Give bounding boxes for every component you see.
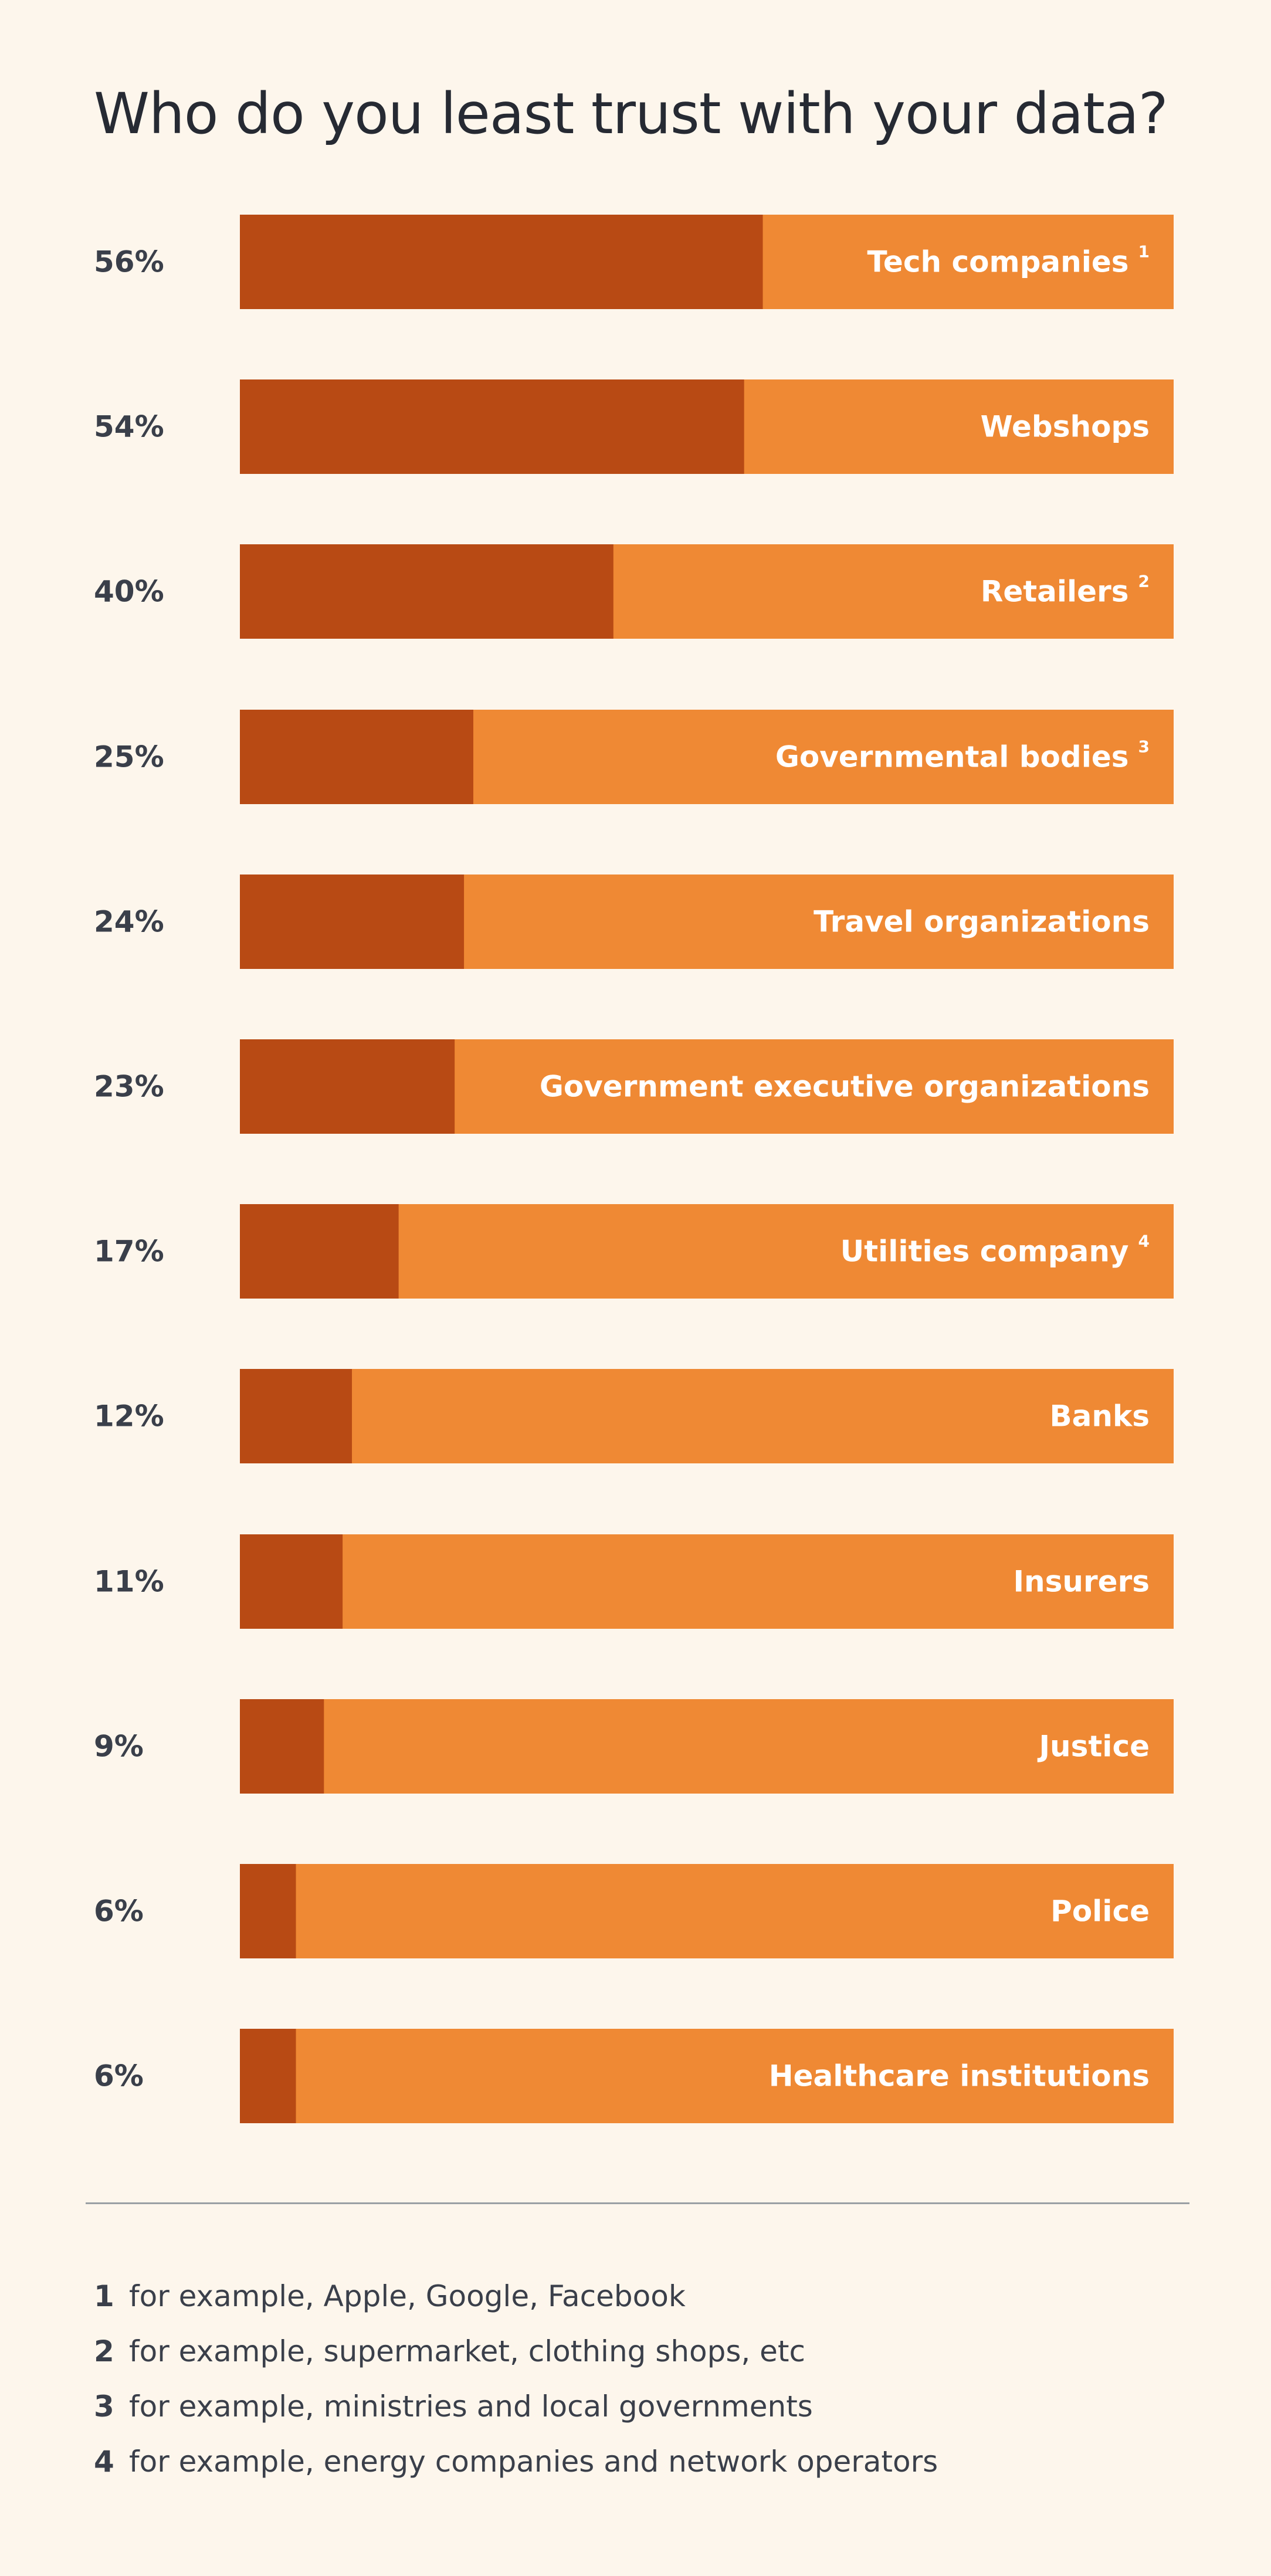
footnote-ref: 4 [1138, 1231, 1150, 1250]
category-label: Tech companies 1 [867, 242, 1150, 279]
bar-row: 56% Tech companies 1 [94, 215, 1174, 309]
footnote-item: 2 for example, supermarket, clothing sho… [94, 2324, 938, 2379]
bar-row: 11% Insurers [94, 1534, 1174, 1629]
bar-value [240, 1699, 324, 1794]
category-label: Retailers 2 [981, 571, 1150, 609]
value-label: 9% [94, 1730, 144, 1764]
category-name: Police [1050, 1894, 1150, 1928]
bar-value [240, 1534, 343, 1629]
value-label: 23% [94, 1070, 164, 1104]
category-label: Justice [1037, 1730, 1150, 1764]
category-label: Governmental bodies 3 [775, 737, 1150, 774]
bar-row: 17% Utilities company 4 [94, 1204, 1174, 1299]
footnote-text: for example, supermarket, clothing shops… [129, 2334, 806, 2368]
bar-value [240, 1864, 296, 1958]
bar-row: 54% Webshops [94, 379, 1174, 474]
footnote-ref: 2 [1138, 571, 1150, 591]
category-label: Utilities company 4 [840, 1231, 1150, 1269]
category-name: Governmental bodies [775, 740, 1129, 774]
footnote-number: 4 [94, 2445, 114, 2479]
value-label: 24% [94, 905, 164, 939]
footnote-item: 1 for example, Apple, Google, Facebook [94, 2269, 938, 2324]
footnote-divider [86, 2202, 1189, 2204]
bar-remainder [240, 1699, 1174, 1794]
bar-value [240, 1369, 353, 1463]
bar-row: 6% Police [94, 1864, 1174, 1958]
bar-remainder [240, 1864, 1174, 1958]
bar-chart: 56% Tech companies 1 54% Webshops 40% Retailer… [94, 215, 1174, 2123]
bar-value [240, 379, 744, 474]
chart-title: Who do you least trust with your data? [94, 81, 1168, 147]
value-label: 40% [94, 575, 164, 609]
footnote-text: for example, energy companies and networ… [129, 2445, 938, 2479]
footnote-ref: 3 [1138, 737, 1150, 756]
category-label: Travel organizations [814, 905, 1150, 939]
bar-value [240, 1039, 455, 1134]
category-name: Webshops [981, 410, 1150, 444]
footnote-text: for example, ministries and local govern… [129, 2389, 813, 2424]
bar-value [240, 544, 614, 639]
bar-row: 6% Healthcare institutions [94, 2029, 1174, 2123]
bar-row: 12% Banks [94, 1369, 1174, 1463]
value-label: 25% [94, 740, 164, 774]
bar-value [240, 2029, 296, 2123]
footnote-ref: 1 [1138, 242, 1150, 261]
value-label: 6% [94, 2059, 144, 2093]
footnote-number: 3 [94, 2389, 114, 2424]
value-label: 17% [94, 1235, 164, 1269]
category-name: Tech companies [867, 245, 1128, 279]
category-name: Retailers [981, 575, 1129, 609]
value-label: 54% [94, 410, 164, 444]
bar-value [240, 1204, 399, 1299]
bar-row: 9% Justice [94, 1699, 1174, 1794]
footnote-item: 3 for example, ministries and local gove… [94, 2379, 938, 2434]
category-name: Government executive organizations [540, 1070, 1150, 1104]
bar-remainder [240, 1369, 1174, 1463]
footnote-number: 1 [94, 2279, 114, 2313]
category-label: Webshops [981, 410, 1150, 444]
category-name: Justice [1037, 1730, 1150, 1764]
category-label: Banks [1050, 1399, 1150, 1433]
bar-value [240, 710, 473, 804]
category-name: Healthcare institutions [769, 2059, 1150, 2093]
footnote-number: 2 [94, 2334, 114, 2368]
bar-row: 23% Government executive organizations [94, 1039, 1174, 1134]
bar-value [240, 215, 763, 309]
value-label: 6% [94, 1894, 144, 1928]
category-name: Insurers [1013, 1565, 1150, 1599]
category-name: Banks [1050, 1399, 1150, 1433]
bar-row: 24% Travel organizations [94, 875, 1174, 969]
category-label: Insurers [1013, 1565, 1150, 1599]
category-name: Travel organizations [814, 905, 1150, 939]
category-label: Government executive organizations [540, 1070, 1150, 1104]
bar-row: 25% Governmental bodies 3 [94, 710, 1174, 804]
category-name: Utilities company [840, 1235, 1129, 1269]
footnote-text: for example, Apple, Google, Facebook [129, 2279, 686, 2313]
category-label: Healthcare institutions [769, 2059, 1150, 2093]
bar-value [240, 875, 465, 969]
bar-remainder [240, 1534, 1174, 1629]
bar-remainder [240, 2029, 1174, 2123]
bar-row: 40% Retailers 2 [94, 544, 1174, 639]
value-label: 12% [94, 1399, 164, 1433]
footnote-item: 4 for example, energy companies and netw… [94, 2434, 938, 2489]
footnotes-list: 1 for example, Apple, Google, Facebook 2… [94, 2269, 938, 2489]
value-label: 56% [94, 245, 164, 279]
value-label: 11% [94, 1565, 164, 1599]
category-label: Police [1050, 1894, 1150, 1928]
